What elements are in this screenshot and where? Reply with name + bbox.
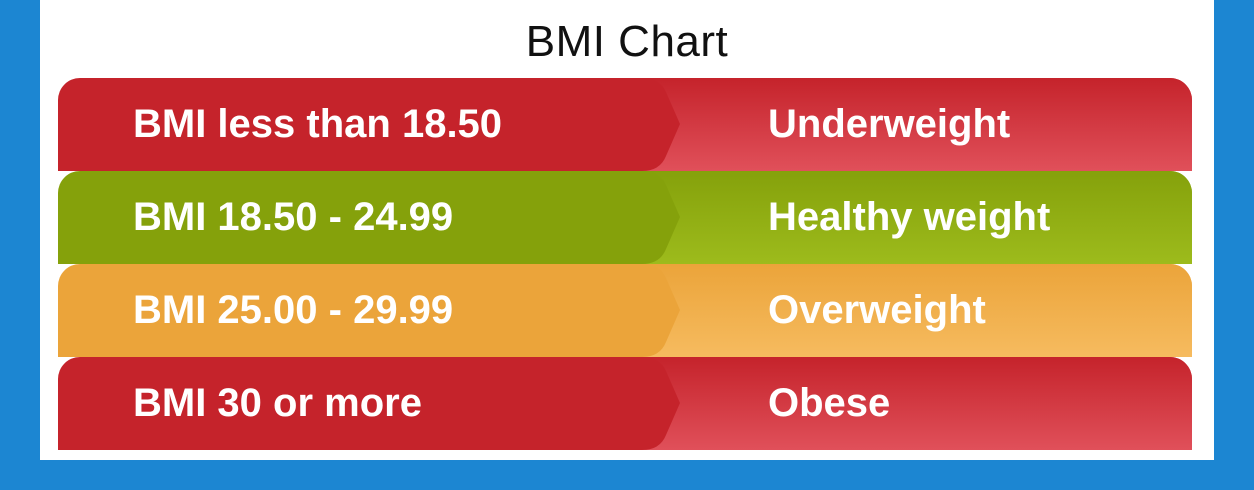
bmi-chart-card: BMI Chart BMI less than 18.50 Underweigh… [40,0,1214,460]
bmi-category-label: Obese [768,381,891,425]
row-arrow-shape [642,357,1192,450]
chart-title: BMI Chart [525,17,729,66]
bmi-range-label: BMI 25.00 - 29.99 [133,288,454,332]
bmi-category-label: Healthy weight [768,195,1051,239]
bmi-range-label: BMI 18.50 - 24.99 [133,195,454,239]
bmi-row-healthy: BMI 18.50 - 24.99 Healthy weight [58,171,1192,264]
bmi-range-label: BMI less than 18.50 [133,102,503,146]
bmi-row-underweight: BMI less than 18.50 Underweight [58,78,1192,171]
bmi-category-label: Underweight [768,102,1011,146]
bmi-rows: BMI less than 18.50 Underweight BMI 18.5… [58,78,1192,450]
bmi-row-obese: BMI 30 or more Obese [58,357,1192,450]
row-right-segment [642,357,1192,450]
bmi-category-label: Overweight [768,288,986,332]
bmi-range-label: BMI 30 or more [133,381,422,425]
bmi-row-overweight: BMI 25.00 - 29.99 Overweight [58,264,1192,357]
